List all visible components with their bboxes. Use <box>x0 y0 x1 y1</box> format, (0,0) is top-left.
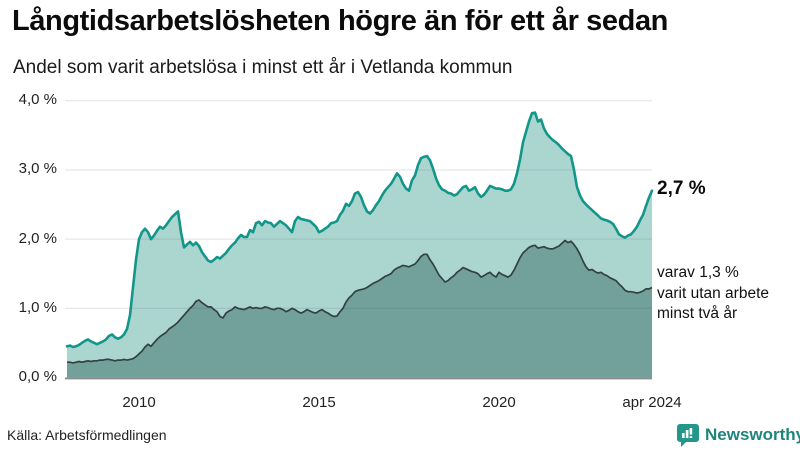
newsworthy-logo: Newsworthy <box>677 422 800 448</box>
subset-label-line: varit utan arbete <box>657 284 770 302</box>
line-unemployed-two-years <box>67 239 653 364</box>
page-subtitle: Andel som varit arbetslösa i minst ett å… <box>13 57 513 78</box>
newsworthy-logo-icon <box>677 423 699 447</box>
x-axis-label: 2020 <box>482 394 516 411</box>
x-axis-label: 2015 <box>302 394 336 411</box>
y-axis-label: 4,0 % <box>18 91 57 109</box>
y-axis-label: 3,0 % <box>18 160 57 178</box>
source-note: Källa: Arbetsförmedlingen <box>7 427 167 443</box>
newsworthy-logo-text: Newsworthy <box>705 425 800 444</box>
area-unemployed-two-years <box>67 240 652 378</box>
page-title: Långtidsarbetslösheten högre än för ett … <box>12 5 668 37</box>
latest-value-label: 2,7 % <box>657 178 706 199</box>
y-axis-label: 1,0 % <box>18 298 57 316</box>
x-axis-label: apr 2024 <box>622 394 682 411</box>
y-axis-label: 0,0 % <box>18 367 57 385</box>
subset-series-label: varav 1,3 % varit utan arbete minst två … <box>657 263 769 325</box>
x-axis-label: 2010 <box>122 394 156 411</box>
y-axis-label: 2,0 % <box>18 229 57 247</box>
subset-label-line: varav 1,3 % <box>657 264 739 281</box>
line-unemployed-one-year <box>65 111 654 349</box>
subset-label-line: minst två år <box>657 305 738 322</box>
